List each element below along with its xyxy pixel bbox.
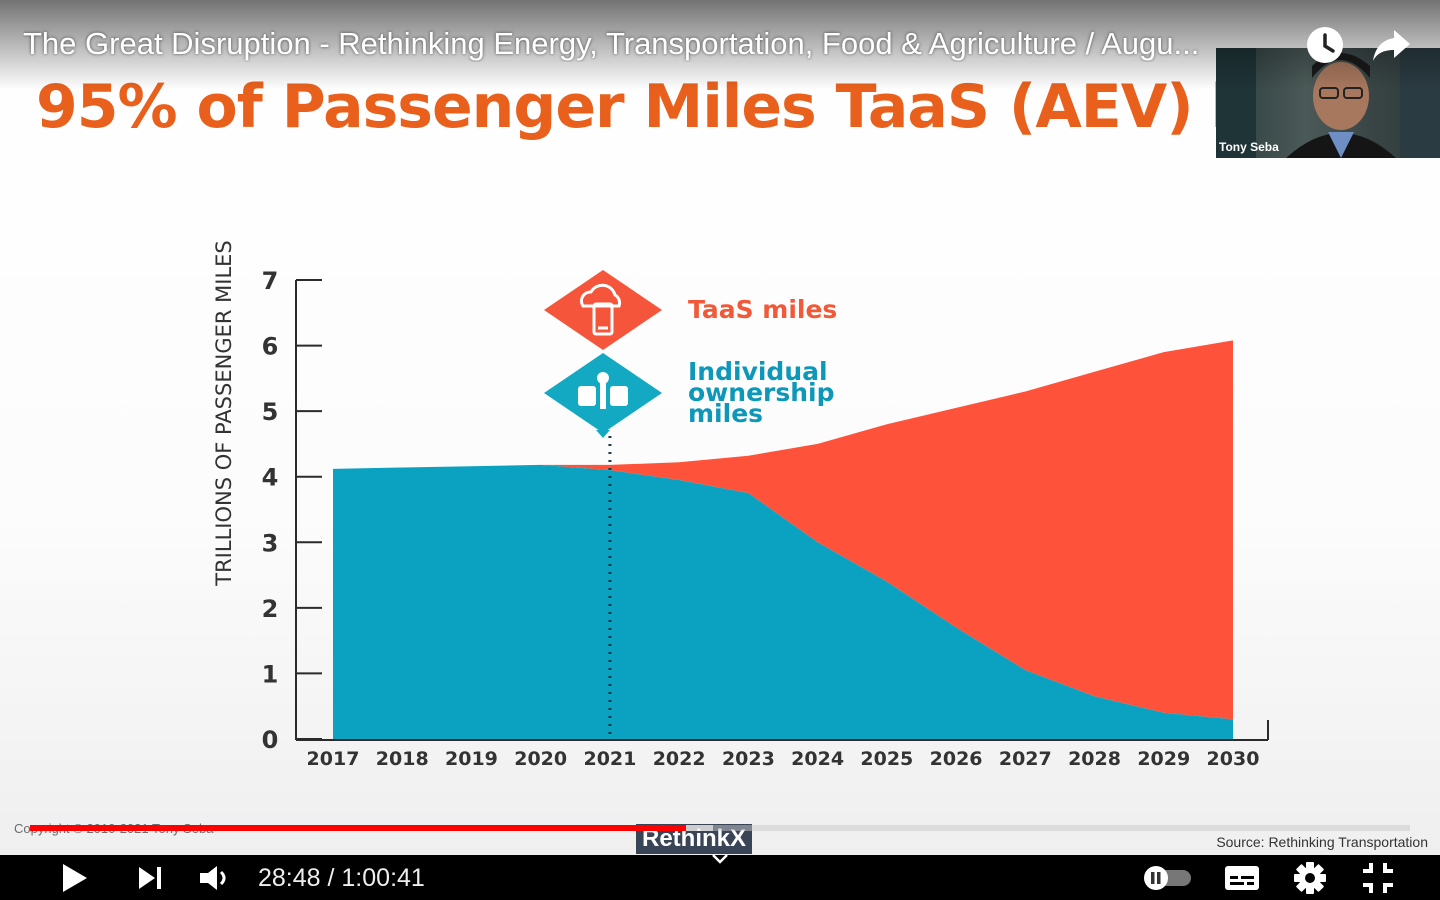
y-tick-label: 5 <box>262 398 279 426</box>
skip-next-icon <box>139 866 161 889</box>
y-tick-label: 1 <box>262 660 279 688</box>
x-tick-label: 2029 <box>1137 748 1190 770</box>
settings-button[interactable] <box>1288 855 1332 900</box>
y-tick-label: 4 <box>262 464 279 492</box>
x-tick-label: 2018 <box>376 748 429 770</box>
y-tick-label: 0 <box>262 726 279 754</box>
legend-label-ownership: Individual ownership miles <box>688 357 843 428</box>
volume-icon <box>200 865 226 890</box>
presenter-name: Tony Seba <box>1219 140 1279 154</box>
legend-ownership-line-1: Individual <box>688 357 828 386</box>
y-axis-label: TRILLIONS OF PASSENGER MILES <box>212 240 236 586</box>
legend-label-taas: TaaS miles <box>688 295 837 324</box>
autoplay-toggle[interactable] <box>1140 855 1196 900</box>
share-arrow-icon <box>1373 30 1410 61</box>
y-tick-label: 2 <box>262 595 279 623</box>
y-tick-label: 6 <box>262 333 279 361</box>
time-display: 28:48 / 1:00:41 <box>258 855 425 900</box>
subtitles-button[interactable] <box>1220 855 1264 900</box>
x-tick-label: 2023 <box>722 748 775 770</box>
x-tick-label: 2017 <box>307 748 360 770</box>
gear-icon <box>1294 861 1326 894</box>
x-tick-label: 2025 <box>860 748 913 770</box>
taas-diamond <box>544 270 662 350</box>
next-button[interactable] <box>130 855 170 900</box>
ownership-diamond-pin <box>596 430 610 438</box>
exit-fullscreen-button[interactable] <box>1356 855 1400 900</box>
x-tick-label: 2027 <box>999 748 1052 770</box>
top-overlay <box>0 0 1440 90</box>
x-tick-label: 2022 <box>653 748 706 770</box>
x-tick-label: 2028 <box>1068 748 1121 770</box>
y-tick-label: 7 <box>262 267 279 295</box>
legend-ownership-line-3: miles <box>688 399 763 428</box>
play-button[interactable] <box>52 855 96 900</box>
watch-later-button[interactable] <box>1304 24 1346 66</box>
x-tick-label: 2026 <box>930 748 983 770</box>
x-tick-label: 2020 <box>514 748 567 770</box>
y-tick-label: 3 <box>262 529 279 557</box>
x-tick-label: 2021 <box>583 748 636 770</box>
cloud-car-icon <box>579 283 622 336</box>
legend: TaaS miles Individual ownership miles <box>544 270 843 438</box>
share-button[interactable] <box>1370 24 1412 66</box>
chevron-down-icon <box>712 854 728 864</box>
x-tick-label: 2024 <box>791 748 844 770</box>
volume-button[interactable] <box>192 855 236 900</box>
progress-played <box>30 825 686 831</box>
area-individual-ownership-miles <box>333 464 1233 739</box>
video-title[interactable]: The Great Disruption - Rethinking Energy… <box>23 26 1200 61</box>
play-icon <box>63 863 87 892</box>
chapter-chevron[interactable] <box>706 845 734 873</box>
legend-ownership: Individual ownership miles <box>544 353 843 438</box>
legend-ownership-line-2: ownership <box>688 378 843 407</box>
subtitles-icon <box>1225 865 1259 890</box>
car-key-icon <box>578 372 628 409</box>
control-bar: 28:48 / 1:00:41 <box>0 854 1440 900</box>
x-tick-label: 2019 <box>445 748 498 770</box>
slide-source: Source: Rethinking Transportation <box>1216 834 1428 850</box>
area-taas-miles <box>333 340 1233 720</box>
legend-taas: TaaS miles <box>544 270 837 350</box>
time-total: 1:00:41 <box>341 863 425 892</box>
time-separator: / <box>320 863 342 892</box>
progress-bar[interactable] <box>30 825 1410 831</box>
exit-fullscreen-icon <box>1363 862 1393 893</box>
time-current: 28:48 <box>258 863 321 892</box>
stacked-area-chart: 0 1 2 3 4 5 6 7 2017 2018 2019 2020 2021 2022 2023 202… <box>212 240 1269 770</box>
x-tick-label: 2030 <box>1207 748 1260 770</box>
autoplay-toggle-icon <box>1144 865 1191 890</box>
clock-icon <box>1307 27 1343 63</box>
